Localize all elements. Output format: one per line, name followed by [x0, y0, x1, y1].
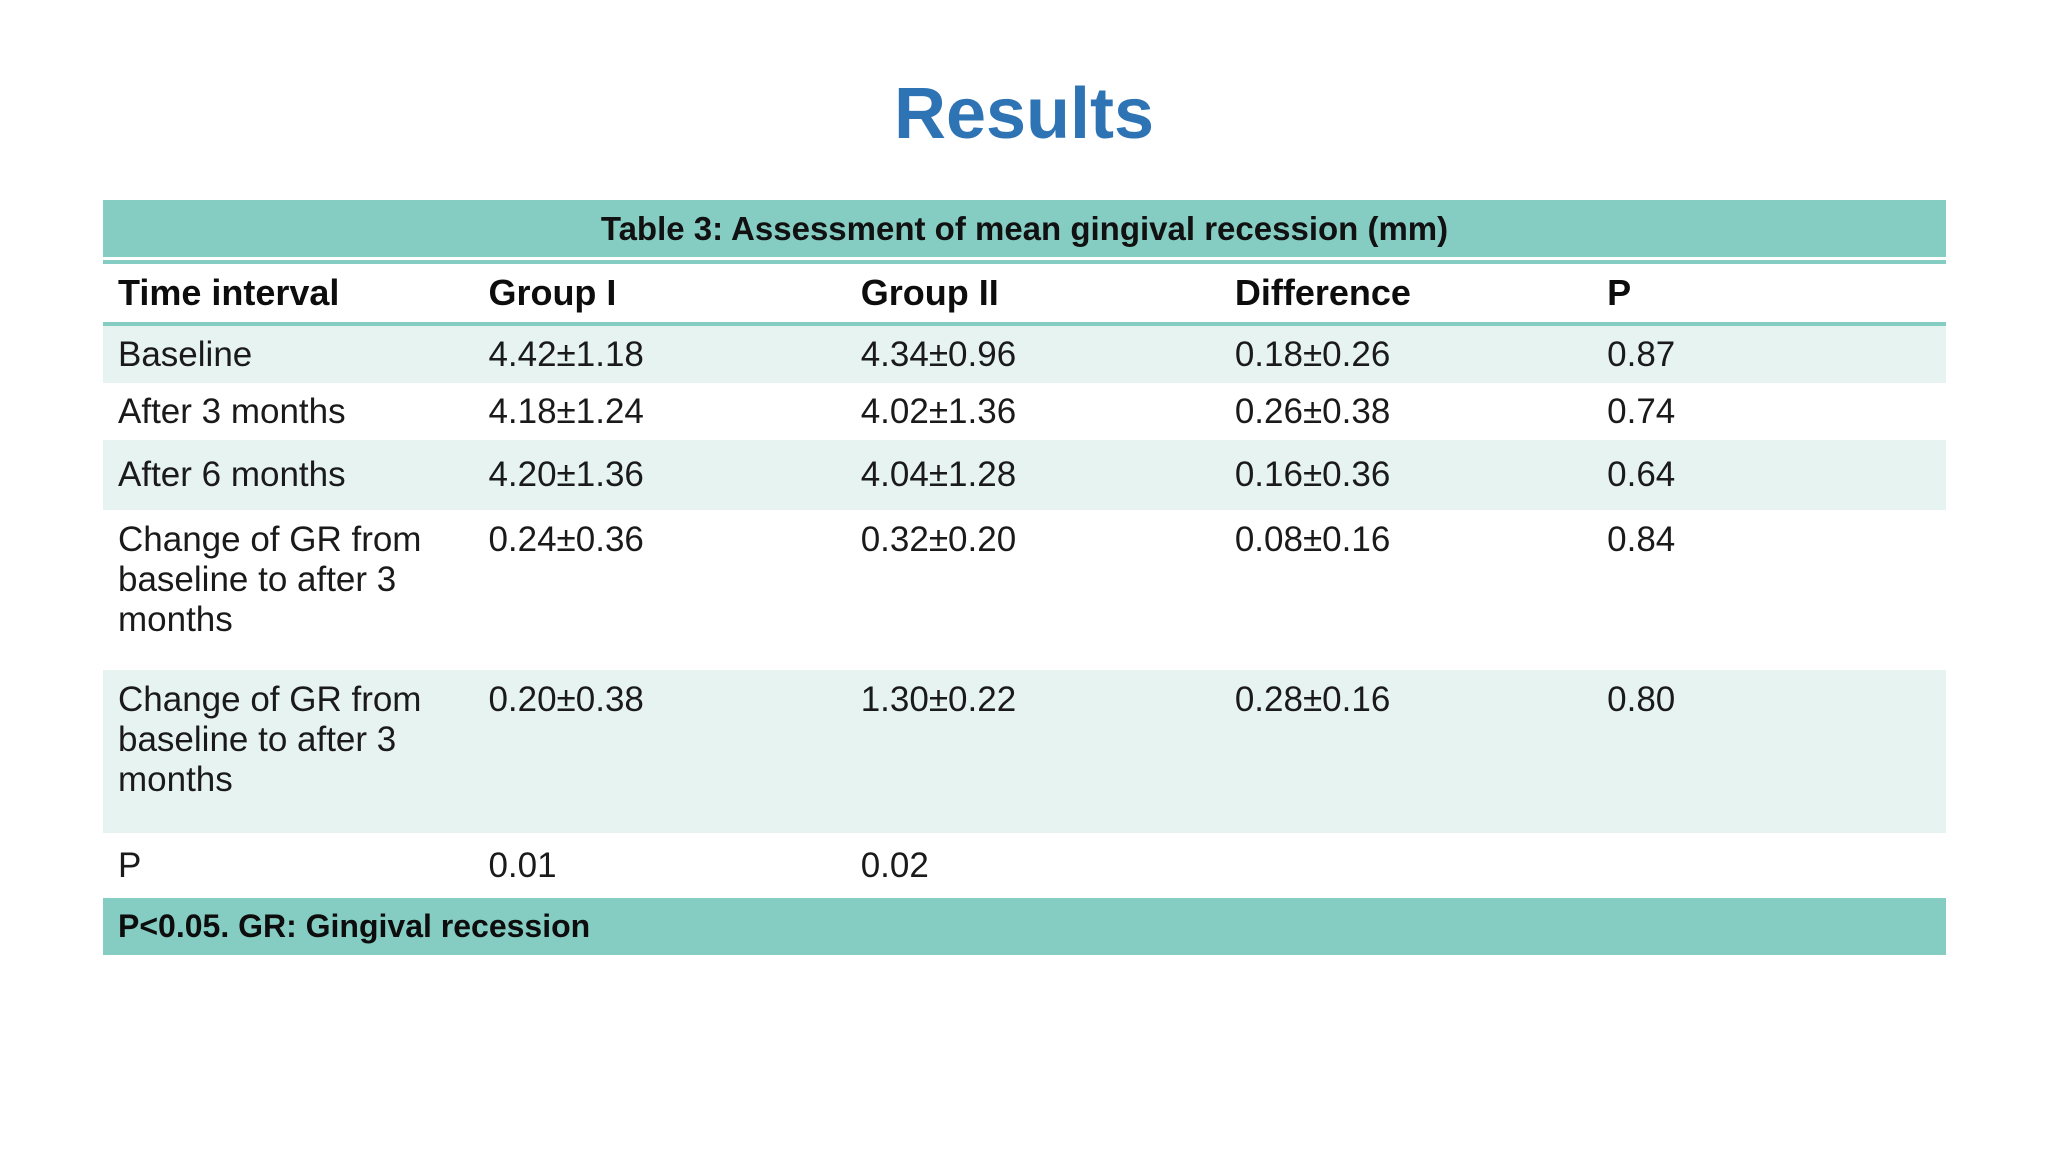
cell-group-i: 0.20±0.38	[473, 670, 846, 833]
cell-difference: 0.16±0.36	[1219, 440, 1593, 510]
table-row-after-3-months: After 3 months 4.18±1.24 4.02±1.36 0.26±…	[103, 383, 1946, 440]
table-caption: Table 3: Assessment of mean gingival rec…	[103, 200, 1946, 260]
cell-difference: 0.08±0.16	[1219, 510, 1593, 670]
column-header-difference: Difference	[1219, 264, 1593, 326]
cell-p	[1592, 833, 1946, 898]
cell-p: 0.80	[1592, 670, 1946, 833]
table-footnote: P<0.05. GR: Gingival recession	[103, 898, 1946, 955]
page-title: Results	[893, 74, 1155, 154]
cell-group-i: 0.24±0.36	[473, 510, 846, 670]
row-label: Baseline	[103, 324, 474, 383]
table-row-p-value: P 0.01 0.02	[103, 833, 1946, 898]
cell-group-i: 4.42±1.18	[473, 324, 846, 383]
caption-divider-rule	[103, 260, 1946, 264]
table-row-after-6-months: After 6 months 4.20±1.36 4.04±1.28 0.16±…	[103, 440, 1946, 510]
cell-p: 0.87	[1592, 324, 1946, 383]
cell-group-ii: 1.30±0.22	[845, 670, 1220, 833]
table-row-change-gr-1: Change of GR from baseline to after 3 mo…	[103, 510, 1946, 670]
row-label: After 6 months	[103, 440, 474, 510]
row-label: After 3 months	[103, 383, 474, 440]
cell-p: 0.74	[1592, 383, 1946, 440]
cell-group-ii: 0.02	[845, 833, 1220, 898]
cell-group-ii: 4.34±0.96	[845, 324, 1220, 383]
cell-p: 0.64	[1592, 440, 1946, 510]
column-header-time-interval: Time interval	[103, 264, 474, 326]
cell-group-ii: 4.02±1.36	[845, 383, 1220, 440]
column-header-group-ii: Group II	[845, 264, 1220, 326]
cell-difference	[1219, 833, 1593, 898]
table-row-change-gr-2: Change of GR from baseline to after 3 mo…	[103, 670, 1946, 833]
header-row: Time interval Group I Group II Differenc…	[103, 264, 1946, 326]
data-table: Time interval Group I Group II Differenc…	[103, 264, 1946, 898]
cell-difference: 0.18±0.26	[1219, 324, 1593, 383]
cell-group-ii: 0.32±0.20	[845, 510, 1220, 670]
cell-group-i: 4.18±1.24	[473, 383, 846, 440]
results-table: Table 3: Assessment of mean gingival rec…	[103, 200, 1946, 955]
cell-difference: 0.26±0.38	[1219, 383, 1593, 440]
cell-p: 0.84	[1592, 510, 1946, 670]
table-row-baseline: Baseline 4.42±1.18 4.34±0.96 0.18±0.26 0…	[103, 324, 1946, 383]
cell-group-i: 4.20±1.36	[473, 440, 846, 510]
cell-difference: 0.28±0.16	[1219, 670, 1593, 833]
cell-group-i: 0.01	[473, 833, 846, 898]
row-label: P	[103, 833, 474, 898]
cell-group-ii: 4.04±1.28	[845, 440, 1220, 510]
row-label: Change of GR from baseline to after 3 mo…	[103, 510, 474, 670]
row-label: Change of GR from baseline to after 3 mo…	[103, 670, 474, 833]
column-header-p: P	[1592, 264, 1946, 326]
column-header-group-i: Group I	[473, 264, 846, 326]
